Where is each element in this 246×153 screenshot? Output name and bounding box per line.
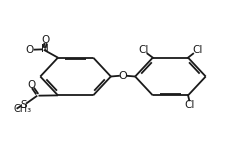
Text: Cl: Cl xyxy=(192,45,202,54)
Text: Cl: Cl xyxy=(184,100,195,110)
Text: N: N xyxy=(41,44,48,54)
Text: O: O xyxy=(25,45,33,55)
Text: CH₃: CH₃ xyxy=(14,104,32,114)
Text: S: S xyxy=(21,100,27,110)
Text: Cl: Cl xyxy=(138,45,148,54)
Text: O: O xyxy=(28,80,36,90)
Text: O: O xyxy=(119,71,127,81)
Text: O: O xyxy=(41,35,50,45)
